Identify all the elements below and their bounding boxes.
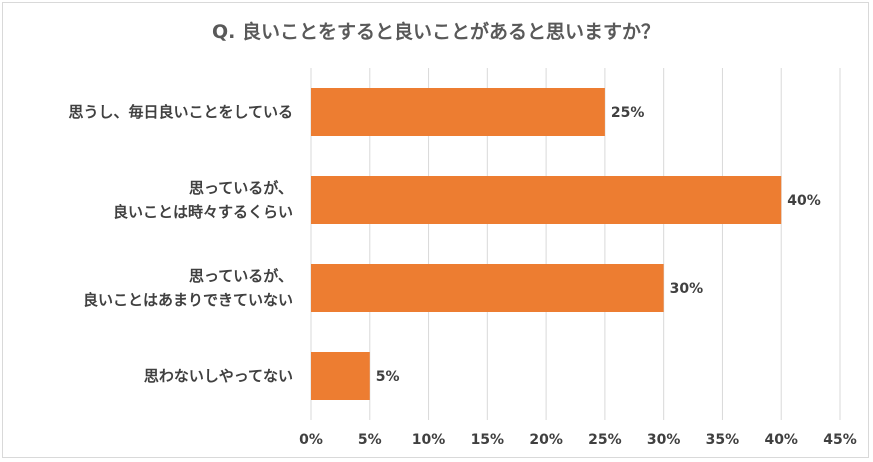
bars xyxy=(311,88,782,400)
data-labels: 25% 40% 30% 5% xyxy=(376,105,821,385)
bar xyxy=(311,88,605,136)
category-label: 思うし、毎日良いことをしている xyxy=(68,103,293,121)
x-axis-ticks: 0% 5% 10% 15% 20% 25% 30% 35% 40% 45% xyxy=(299,432,857,448)
data-label: 5% xyxy=(376,369,400,385)
x-tick-label: 40% xyxy=(764,432,798,448)
x-tick-label: 25% xyxy=(588,432,622,448)
bar xyxy=(311,176,782,224)
x-tick-label: 15% xyxy=(471,432,505,448)
category-labels: 思うし、毎日良いことをしている思っているが、良いことは時々するくらい思っているが… xyxy=(68,103,293,385)
bar xyxy=(311,264,664,312)
category-label: 思わないしやってない xyxy=(144,367,293,385)
data-label: 40% xyxy=(787,193,821,209)
x-tick-label: 30% xyxy=(647,432,681,448)
category-label: 思っているが、良いことはあまりできていない xyxy=(83,267,293,309)
x-tick-label: 35% xyxy=(706,432,740,448)
bar xyxy=(311,352,370,400)
x-tick-label: 20% xyxy=(529,432,563,448)
data-label: 30% xyxy=(670,281,704,297)
x-tick-label: 45% xyxy=(823,432,857,448)
data-label: 25% xyxy=(611,105,645,121)
x-tick-label: 5% xyxy=(358,432,382,448)
chart-title: Q. 良いことをすると良いことがあると思いますか？ xyxy=(212,20,660,43)
x-tick-label: 0% xyxy=(299,432,323,448)
category-label: 思っているが、良いことは時々するくらい xyxy=(113,179,293,221)
x-tick-label: 10% xyxy=(412,432,446,448)
